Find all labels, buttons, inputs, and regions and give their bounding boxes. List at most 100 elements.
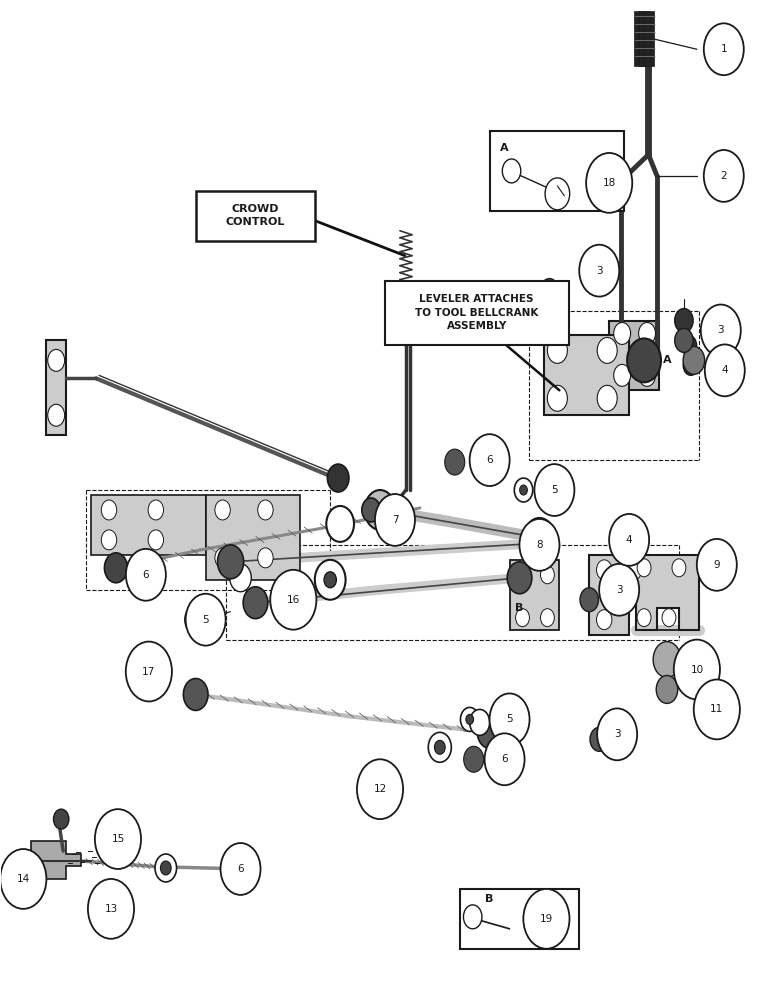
Circle shape: [218, 545, 244, 579]
Text: 11: 11: [710, 704, 723, 714]
Circle shape: [88, 879, 134, 939]
Circle shape: [129, 559, 153, 591]
Circle shape: [547, 337, 567, 363]
Bar: [195, 191, 315, 241]
Circle shape: [270, 570, 317, 630]
Text: 3: 3: [717, 325, 724, 335]
Circle shape: [136, 568, 146, 582]
Polygon shape: [544, 335, 629, 415]
Circle shape: [428, 732, 452, 762]
Polygon shape: [32, 841, 81, 879]
Circle shape: [463, 905, 482, 929]
Text: 18: 18: [603, 178, 616, 188]
Text: 4: 4: [626, 535, 632, 545]
Circle shape: [460, 707, 479, 731]
Circle shape: [362, 498, 381, 522]
Circle shape: [148, 500, 164, 520]
Circle shape: [681, 335, 696, 355]
Circle shape: [540, 566, 554, 584]
Text: 6: 6: [143, 570, 149, 580]
Circle shape: [514, 478, 533, 502]
Circle shape: [126, 549, 166, 601]
Circle shape: [623, 526, 645, 554]
Circle shape: [485, 733, 524, 785]
Circle shape: [520, 519, 560, 571]
Circle shape: [545, 178, 570, 210]
Circle shape: [327, 464, 349, 492]
Circle shape: [675, 309, 693, 332]
Circle shape: [101, 530, 117, 550]
Polygon shape: [636, 555, 699, 630]
Text: 6: 6: [237, 864, 244, 874]
Text: 3: 3: [596, 266, 602, 276]
Text: 17: 17: [142, 667, 155, 677]
Bar: [639, 11, 649, 66]
Circle shape: [662, 609, 676, 627]
Circle shape: [101, 500, 117, 520]
Circle shape: [523, 889, 570, 949]
Circle shape: [184, 679, 208, 710]
Circle shape: [627, 338, 661, 382]
Circle shape: [230, 564, 252, 592]
Circle shape: [638, 322, 655, 344]
Circle shape: [586, 153, 632, 213]
Circle shape: [540, 609, 554, 627]
Circle shape: [705, 344, 745, 396]
Circle shape: [327, 506, 354, 542]
Circle shape: [540, 279, 559, 303]
Text: 14: 14: [17, 874, 30, 884]
Circle shape: [516, 566, 530, 584]
Text: 5: 5: [202, 615, 209, 625]
Text: A: A: [662, 355, 672, 365]
Circle shape: [435, 740, 445, 754]
Circle shape: [598, 708, 637, 760]
Polygon shape: [205, 495, 300, 580]
Text: 6: 6: [501, 754, 508, 764]
Circle shape: [469, 709, 489, 735]
Circle shape: [221, 843, 260, 895]
Circle shape: [148, 530, 164, 550]
Polygon shape: [589, 555, 649, 635]
Circle shape: [599, 564, 639, 616]
Circle shape: [531, 526, 557, 560]
Circle shape: [704, 150, 743, 202]
Text: 10: 10: [690, 665, 703, 675]
Bar: [460, 889, 579, 949]
Circle shape: [258, 548, 273, 568]
Circle shape: [697, 539, 736, 591]
Circle shape: [614, 364, 631, 386]
Circle shape: [161, 861, 171, 875]
Circle shape: [524, 518, 555, 558]
Circle shape: [656, 676, 678, 703]
Circle shape: [191, 614, 200, 626]
Bar: [634, 11, 644, 66]
Circle shape: [234, 854, 257, 884]
Circle shape: [626, 560, 642, 580]
Text: 1: 1: [720, 44, 727, 54]
Circle shape: [609, 514, 649, 566]
Polygon shape: [46, 340, 66, 435]
Circle shape: [674, 640, 720, 699]
Text: A: A: [499, 143, 508, 153]
Circle shape: [638, 364, 655, 386]
Circle shape: [104, 553, 127, 583]
Circle shape: [477, 716, 502, 748]
Text: 13: 13: [104, 904, 117, 914]
Circle shape: [597, 560, 612, 580]
Circle shape: [683, 355, 699, 375]
Circle shape: [375, 494, 415, 546]
Circle shape: [155, 854, 177, 882]
Polygon shape: [91, 495, 205, 555]
Text: 9: 9: [713, 560, 720, 570]
Text: 16: 16: [286, 595, 300, 605]
Circle shape: [590, 727, 608, 751]
Bar: [489, 131, 624, 211]
Circle shape: [53, 809, 69, 829]
Bar: [644, 11, 654, 66]
Circle shape: [464, 746, 484, 772]
Circle shape: [534, 464, 574, 516]
Text: 5: 5: [506, 714, 513, 724]
Text: CROWD
CONTROL: CROWD CONTROL: [225, 204, 285, 227]
Circle shape: [704, 23, 743, 75]
Circle shape: [507, 562, 532, 594]
